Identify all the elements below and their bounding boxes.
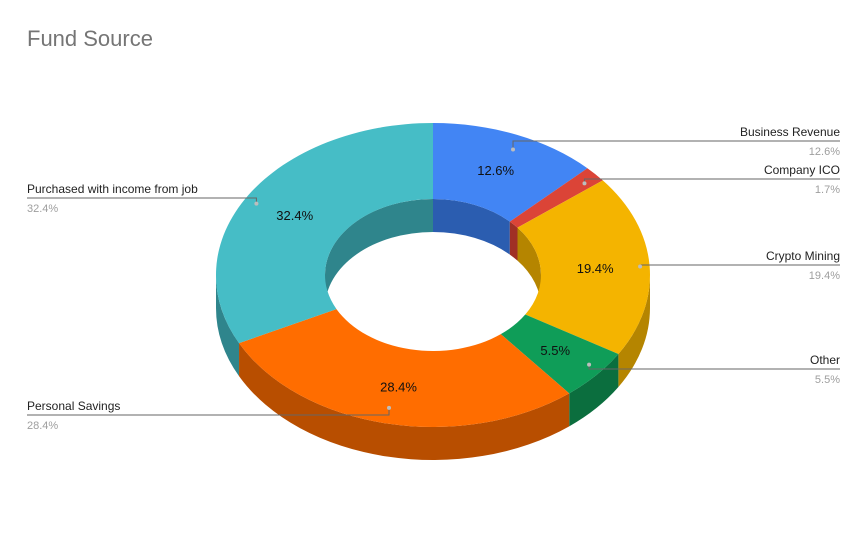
callout-line-personal-savings (27, 407, 390, 416)
slice-business-revenue (433, 123, 588, 222)
slice-personal-savings (239, 309, 570, 427)
callout-layer: Business Revenue 12.6% Company ICO 1.7% Cryp… (27, 125, 840, 432)
slice-inner-wall-business-revenue (433, 199, 510, 255)
slice-purchased-with-income-from-job (216, 123, 433, 344)
legend-value-crypto-mining: 19.4% (809, 270, 840, 282)
legend-label-crypto-mining: Crypto Mining (766, 249, 840, 263)
legend-label-business-revenue: Business Revenue (740, 125, 840, 139)
callout-business-revenue: Business Revenue 12.6% (511, 125, 840, 158)
callout-line-business-revenue (512, 140, 840, 150)
slice-value-label-business-revenue: 12.6% (477, 163, 514, 178)
legend-label-purchased-with-income-from-job: Purchased with income from job (27, 182, 198, 196)
callout-dot-other (587, 362, 592, 367)
legend-label-company-ico: Company ICO (764, 163, 840, 177)
slice-side-personal-savings (239, 343, 570, 461)
chart-title: Fund Source (27, 26, 153, 51)
slice-company-ico (509, 168, 603, 228)
slice-label-layer: 12.6% 19.4% 5.5% 28.4% 32.4% (276, 163, 614, 395)
slice-inner-wall-crypto-mining (517, 227, 541, 308)
slice-value-label-purchased-with-income-from-job: 32.4% (276, 208, 313, 223)
donut-top-layer (216, 123, 650, 427)
callout-line-purchased-with-income-from-job (27, 197, 257, 204)
slice-side-crypto-mining (618, 275, 650, 388)
callout-purchased-with-income-from-job: Purchased with income from job 32.4% (27, 182, 259, 215)
legend-value-business-revenue: 12.6% (809, 146, 840, 158)
slice-crypto-mining (517, 180, 650, 355)
slice-side-other (569, 354, 619, 427)
slice-value-label-crypto-mining: 19.4% (577, 261, 614, 276)
callout-dot-crypto-mining (638, 264, 643, 269)
legend-label-other: Other (810, 353, 840, 367)
callout-dot-business-revenue (511, 147, 516, 152)
donut-side-layer (216, 275, 650, 461)
slice-side-purchased-with-income-from-job (216, 275, 240, 377)
legend-value-other: 5.5% (815, 374, 840, 386)
callout-crypto-mining: Crypto Mining 19.4% (638, 249, 840, 282)
callout-dot-company-ico (582, 181, 587, 186)
slice-value-label-other: 5.5% (540, 343, 570, 358)
legend-value-company-ico: 1.7% (815, 184, 840, 196)
slice-inner-wall-company-ico (509, 221, 518, 261)
legend-value-personal-savings: 28.4% (27, 420, 58, 432)
callout-dot-personal-savings (387, 405, 392, 410)
callout-line-company-ico (583, 178, 840, 184)
legend-label-personal-savings: Personal Savings (27, 399, 120, 413)
callout-line-crypto-mining (639, 264, 840, 267)
donut-depth-layer (325, 199, 541, 308)
slice-other (500, 314, 619, 394)
callout-other: Other 5.5% (587, 353, 840, 386)
slice-inner-wall-purchased-with-income-from-job (325, 199, 433, 308)
callout-company-ico: Company ICO 1.7% (582, 163, 840, 196)
callout-personal-savings: Personal Savings 28.4% (27, 399, 392, 432)
callout-dot-purchased-with-income-from-job (254, 201, 259, 206)
slice-value-label-personal-savings: 28.4% (380, 379, 417, 394)
legend-value-purchased-with-income-from-job: 32.4% (27, 203, 58, 215)
